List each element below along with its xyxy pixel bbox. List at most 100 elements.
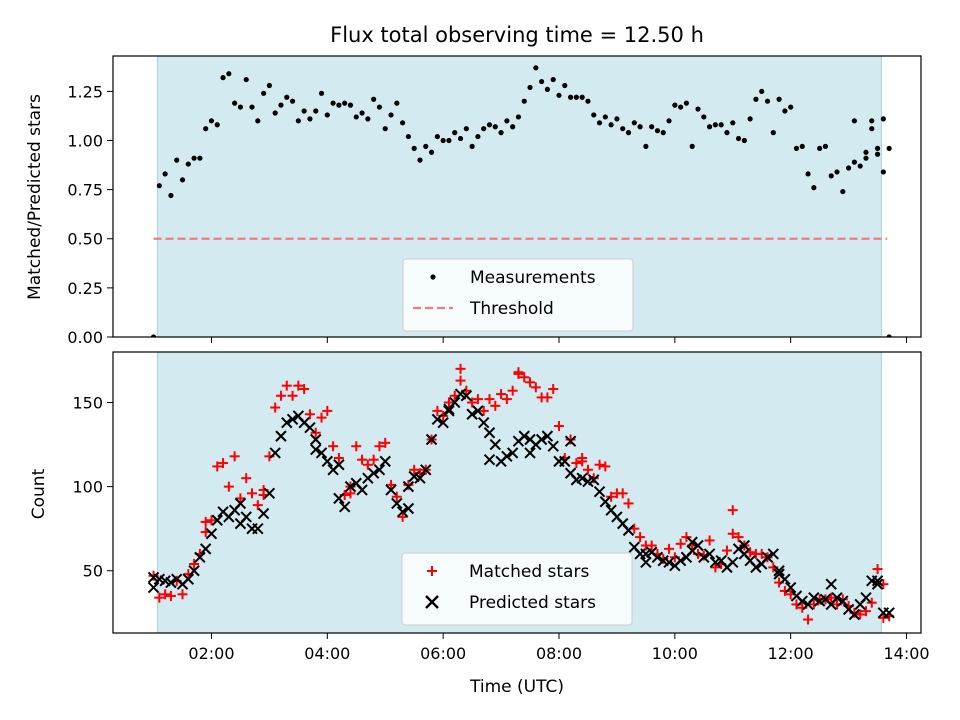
predicted-star-point (831, 591, 843, 604)
measurement-point (654, 128, 661, 134)
matched-star-point (386, 479, 397, 490)
measurement-point (411, 145, 417, 151)
matched-star-point (397, 511, 408, 522)
predicted-star-point (871, 578, 884, 590)
matched-star-point (247, 488, 258, 499)
matched-star-point (664, 543, 675, 554)
measurement-point (342, 100, 348, 106)
measurement-point (457, 135, 464, 142)
legend-label: Predicted stars (469, 593, 596, 613)
x-tick-label: 06:00 (420, 644, 466, 663)
measurement-point (150, 334, 157, 337)
measurement-point (793, 145, 800, 151)
predicted-star-point (281, 416, 293, 429)
matched-star-point (542, 392, 553, 403)
matched-star-point (374, 441, 385, 452)
measurement-point (585, 98, 591, 104)
matched-star-point (316, 412, 327, 423)
predicted-star-point (391, 497, 403, 510)
measurement-point (533, 65, 539, 71)
matched-star-point (467, 397, 478, 408)
predicted-star-point (315, 447, 328, 459)
measurement-point (423, 143, 429, 149)
predicted-star-point (761, 551, 774, 563)
measurement-point (649, 124, 655, 130)
predicted-star-point (257, 507, 270, 520)
measurement-point (260, 90, 267, 96)
matched-star-point (357, 454, 368, 465)
predicted-star-point (211, 514, 223, 526)
predicted-star-point (576, 472, 588, 484)
matched-star-point (218, 458, 229, 469)
matched-star-point (229, 451, 240, 462)
measurement-point (886, 145, 892, 151)
matched-star-point (878, 612, 889, 623)
measurement-point (179, 177, 186, 183)
data-marks (147, 363, 895, 625)
matched-star-point (866, 597, 877, 608)
data-marks (150, 65, 892, 337)
measurement-point (834, 169, 840, 175)
measurement-point (214, 122, 220, 128)
measurement-point (365, 116, 371, 122)
matched-star-point (362, 459, 373, 470)
matched-star-point (519, 372, 530, 383)
measurement-point (162, 171, 168, 177)
legend-marker-x (425, 595, 439, 609)
measurement-point (573, 94, 579, 100)
measurement-point (724, 130, 730, 136)
predicted-star-point (692, 539, 704, 552)
predicted-star-point (205, 528, 218, 540)
measurement-point (307, 116, 313, 122)
predicted-star-point (402, 480, 415, 493)
predicted-star-point (338, 501, 351, 513)
measurement-point (226, 71, 232, 77)
matched-star-point (403, 479, 414, 490)
predicted-star-point (808, 591, 820, 604)
predicted-star-point (593, 485, 606, 498)
legend-marker-plus (427, 566, 437, 576)
matched-star-point (594, 459, 605, 470)
measurement-point (203, 126, 209, 132)
bottom-panel: 50 100 150 02:00 04:00 06:00 08:00 10:00 12:00 14… (72, 351, 930, 663)
measurement-point (706, 124, 713, 130)
x-tick-label: 14:00 (883, 644, 929, 663)
matched-star-point (345, 488, 356, 499)
predicted-star-point (275, 430, 287, 442)
matched-star-point (200, 516, 211, 527)
measurement-point (371, 96, 377, 102)
y-tick-label: 1.00 (67, 131, 103, 150)
measurement-point (666, 118, 672, 124)
x-axis-label: Time (UTC) (469, 677, 564, 697)
x-tick-label: 02:00 (188, 644, 234, 663)
measurement-point (168, 192, 174, 199)
predicted-star-point (883, 607, 895, 619)
matched-star-point (223, 481, 234, 492)
matched-star-point (154, 592, 165, 603)
matched-star-point (409, 464, 420, 475)
predicted-star-point (564, 435, 577, 447)
predicted-star-point (871, 575, 884, 587)
matched-star-point (635, 532, 646, 543)
legend-label: Measurements (470, 268, 596, 288)
matched-star-point (455, 375, 466, 386)
predicted-star-point (860, 591, 872, 604)
predicted-star-point (599, 496, 612, 508)
measurement-point (857, 163, 863, 169)
predicted-star-point (443, 403, 455, 415)
measurement-point (764, 98, 771, 104)
measurement-point (730, 120, 736, 126)
predicted-star-point (310, 433, 322, 446)
predicted-star-point (472, 405, 484, 417)
measurement-point (596, 120, 603, 126)
measurement-point (324, 112, 330, 118)
matched-star-point (646, 540, 657, 551)
predicted-star-point (541, 430, 554, 442)
predicted-star-point (269, 447, 281, 459)
matched-star-point (241, 473, 252, 484)
measurement-point (770, 130, 776, 136)
measurement-point (695, 106, 701, 112)
matched-star-point (293, 380, 304, 391)
matched-star-point (275, 390, 286, 401)
measurement-point (492, 124, 498, 130)
